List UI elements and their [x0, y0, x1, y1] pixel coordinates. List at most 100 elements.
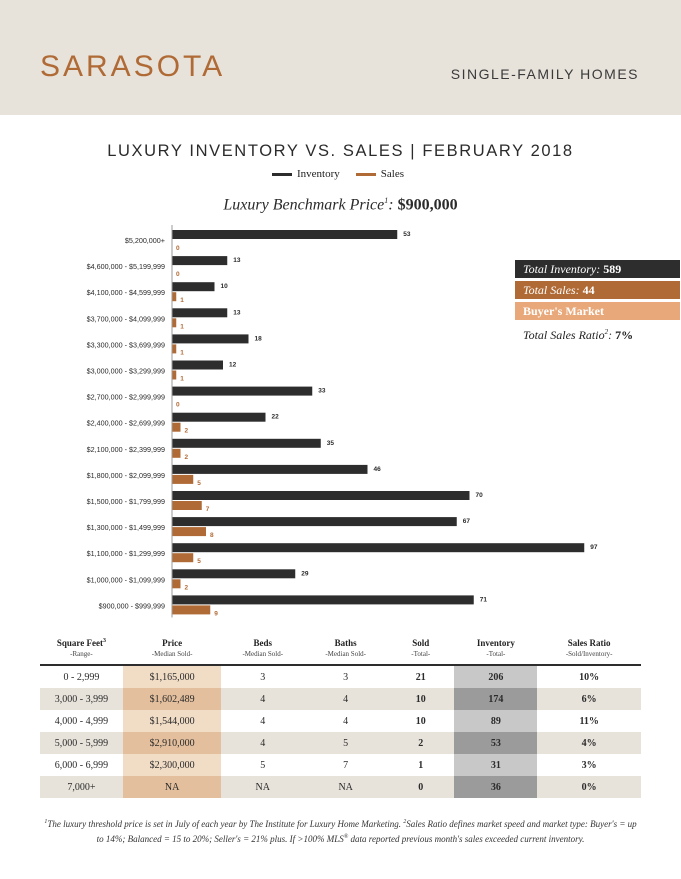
benchmark-colon: : [388, 196, 394, 214]
inventory-value-label: 12 [229, 362, 237, 369]
column-subheader: -Sold/Inventory- [565, 650, 613, 658]
table-cell: 36 [454, 776, 538, 798]
legend-inventory-label: Inventory [297, 168, 340, 180]
table-cell: 4 [304, 688, 388, 710]
sales-bar [172, 370, 177, 380]
table-cell: NA [304, 776, 388, 798]
sales-value-label: 2 [185, 584, 189, 591]
table-row: 6,000 - 6,999 $2,300,000 5 7 1 31 3% [40, 754, 641, 776]
inventory-bar [172, 360, 223, 370]
table-cell: 3 [304, 665, 388, 688]
inventory-value-label: 13 [233, 309, 241, 316]
bar-chart: $5,200,000+ 53 0 $4,600,000 - $5,199,999 13 0… [87, 225, 598, 618]
sales-bar [172, 579, 181, 589]
column-subheader: -Total- [486, 650, 506, 658]
column-header: Sales Ratio [537, 636, 641, 648]
sales-bar [172, 553, 194, 563]
table-cell: $1,544,000 [122, 710, 222, 732]
total-sales-label: Total Sales: [523, 283, 583, 297]
inventory-value-label: 13 [233, 257, 241, 264]
sales-bar [172, 422, 181, 432]
sales-value-label: 1 [180, 297, 184, 304]
table-cell: 5 [304, 732, 388, 754]
sales-value-label: 2 [185, 428, 189, 435]
benchmark-price: Luxury Benchmark Price1: $900,000 [0, 196, 681, 214]
inventory-bar [172, 595, 474, 605]
total-sales-value: 44 [582, 283, 595, 297]
benchmark-label: Luxury Benchmark Price [223, 196, 385, 214]
benchmark-footnote-mark: 1 [384, 196, 389, 205]
inventory-bar [172, 491, 470, 500]
sales-bar [172, 605, 211, 615]
table-cell: 5 [221, 754, 305, 776]
stats-panel: Total Inventory: 589 Total Sales: 44 Buy… [515, 260, 680, 344]
ratio-footnote-mark: 2 [604, 328, 609, 336]
column-header: Square Feet3 [40, 636, 123, 648]
inventory-value-label: 22 [272, 414, 280, 421]
legend-inventory: Inventory [272, 168, 340, 180]
table-row: 3,000 - 3,999 $1,602,489 4 4 10 174 6% [40, 688, 641, 710]
table-cell: 10 [387, 710, 455, 732]
sales-value-label: 2 [185, 454, 189, 461]
inventory-value-label: 71 [480, 596, 488, 603]
column-subheader: -Median Sold- [325, 650, 366, 658]
table-cell: 10 [387, 688, 455, 710]
category-label: $1,800,000 - $2,099,999 [87, 471, 165, 480]
column-header-label: Sold [412, 638, 430, 648]
table-cell: 53 [454, 732, 538, 754]
footnote-text-2: Sales Ratio defines market speed and mar… [96, 819, 637, 844]
total-sales-ratio: Total Sales Ratio2: 7% [515, 323, 680, 342]
sales-bar [172, 292, 177, 302]
inventory-value-label: 10 [221, 283, 229, 290]
inventory-bar [172, 256, 228, 266]
ratio-value: 7% [615, 328, 634, 342]
category-label: $4,100,000 - $4,599,999 [87, 288, 165, 297]
footnote-mark-1: 1 [44, 819, 48, 825]
inventory-value-label: 97 [590, 544, 598, 551]
sales-bar [172, 448, 181, 458]
category-label: $1,000,000 - $1,099,999 [87, 575, 165, 584]
table-cell: 7,000+ [40, 776, 123, 798]
legend-sales-label: Sales [380, 168, 404, 180]
table-cell: 3% [537, 754, 641, 776]
column-header-footnote-mark: 3 [102, 638, 106, 644]
sales-bar [172, 501, 202, 510]
total-inventory: Total Inventory: 589 [515, 260, 680, 278]
total-inventory-value: 589 [603, 262, 622, 276]
sales-value-label: 5 [197, 480, 201, 487]
inventory-value-label: 70 [476, 492, 484, 499]
table-cell: 6,000 - 6,999 [40, 754, 123, 776]
sales-value-label: 5 [197, 558, 201, 565]
table-cell: $1,602,489 [122, 688, 222, 710]
sales-value-label: 1 [180, 323, 184, 330]
table-cell: 21 [387, 665, 455, 688]
ratio-colon: : [608, 328, 616, 342]
legend-sales-swatch [355, 172, 376, 176]
table-cell: $2,910,000 [122, 732, 222, 754]
total-sales: Total Sales: 44 [515, 281, 680, 299]
sales-value-label: 1 [180, 376, 184, 383]
sales-value-label: 0 [176, 402, 180, 409]
table-cell: 3,000 - 3,999 [40, 688, 123, 710]
table-cell: 31 [454, 754, 538, 776]
table-row: 5,000 - 5,999 $2,910,000 4 5 2 53 4% [40, 732, 641, 754]
footnote-mark-2: 2 [403, 819, 407, 825]
category-label: $1,500,000 - $1,799,999 [87, 497, 165, 506]
table-cell: 4 [221, 710, 305, 732]
inventory-bar [172, 308, 228, 318]
table-row: 4,000 - 4,999 $1,544,000 4 4 10 89 11% [40, 710, 641, 732]
table-cell: 3 [221, 665, 305, 688]
sales-bar [172, 344, 177, 354]
column-header: Beds [221, 636, 304, 648]
inventory-bar [172, 230, 398, 239]
table-cell: $2,300,000 [122, 754, 222, 776]
sales-value-label: 7 [206, 506, 210, 513]
legend-inventory-swatch [272, 172, 292, 176]
table-row: 7,000+ NA NA NA 0 36 0% [40, 776, 641, 798]
sales-bar [172, 474, 194, 484]
inventory-bar [172, 438, 321, 448]
table-row: 0 - 2,999 $1,165,000 3 3 21 206 10% [40, 665, 641, 688]
inventory-value-label: 53 [403, 231, 411, 238]
sales-value-label: 8 [210, 532, 214, 539]
column-subheader: -Range- [70, 650, 93, 658]
